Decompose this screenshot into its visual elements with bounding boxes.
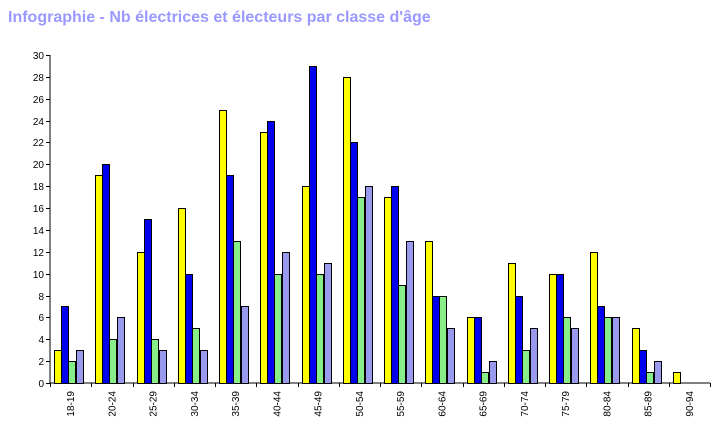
bar-35-39-s1 — [219, 110, 227, 384]
bar-25-29-s3 — [151, 339, 159, 384]
y-tick-label: 26 — [33, 95, 45, 106]
bar-45-49-s1 — [302, 186, 310, 384]
bar-55-59-s2 — [391, 186, 399, 384]
bar-70-74-s1 — [508, 263, 516, 384]
bar-90-94-s1 — [673, 372, 681, 384]
bar-20-24-s1 — [95, 175, 103, 384]
bar-35-39-s4 — [241, 306, 249, 384]
bar-18-19-s2 — [61, 306, 69, 384]
bar-75-79-s2 — [556, 274, 564, 384]
bar-50-54-s3 — [357, 197, 365, 384]
bar-85-89-s1 — [632, 328, 640, 384]
bar-80-84-s1 — [590, 252, 598, 384]
bar-45-49-s2 — [309, 66, 317, 384]
bar-20-24-s2 — [102, 164, 110, 384]
y-tick-label: 0 — [38, 379, 44, 390]
y-tick-label: 6 — [38, 313, 44, 324]
x-tick-label: 70-74 — [520, 391, 531, 417]
bar-45-49-s4 — [324, 263, 332, 384]
chart-title: Infographie - Nb électrices et électeurs… — [8, 9, 431, 26]
bar-18-19-s1 — [54, 350, 62, 384]
y-tick-label: 14 — [33, 226, 45, 237]
x-tick-label: 20-24 — [107, 391, 118, 417]
y-tick-label: 24 — [33, 117, 45, 128]
x-tick-label: 45-49 — [314, 391, 325, 417]
bar-60-64-s3 — [439, 296, 447, 384]
bar-70-74-s2 — [515, 296, 523, 384]
bar-30-34-s4 — [200, 350, 208, 384]
bar-18-19-s4 — [76, 350, 84, 384]
bar-85-89-s2 — [639, 350, 647, 384]
bar-25-29-s2 — [144, 219, 152, 384]
y-tick-label: 8 — [38, 292, 44, 303]
bar-75-79-s4 — [571, 328, 579, 384]
bar-40-44-s1 — [260, 132, 268, 384]
bar-70-74-s3 — [522, 350, 530, 384]
bar-60-64-s2 — [432, 296, 440, 384]
x-tick-label: 65-69 — [479, 391, 490, 417]
bar-35-39-s2 — [226, 175, 234, 384]
y-tick-label: 4 — [38, 335, 44, 346]
x-tick-label: 50-54 — [355, 391, 366, 417]
bar-20-24-s4 — [117, 317, 125, 384]
bar-25-29-s1 — [137, 252, 145, 384]
y-tick-label: 18 — [33, 182, 45, 193]
y-tick-label: 12 — [33, 248, 45, 259]
bar-50-54-s1 — [343, 77, 351, 384]
bar-30-34-s2 — [185, 274, 193, 384]
bar-65-69-s3 — [481, 372, 489, 384]
bar-65-69-s1 — [467, 317, 475, 384]
x-tick-label: 40-44 — [272, 391, 283, 417]
x-tick-label: 85-89 — [644, 391, 655, 417]
y-tick-label: 10 — [33, 270, 45, 281]
y-tick-label: 22 — [33, 138, 45, 149]
y-tick-label: 30 — [33, 51, 45, 62]
x-tick-label: 18-19 — [66, 391, 77, 417]
y-tick-label: 28 — [33, 73, 45, 84]
x-tick-label: 75-79 — [561, 391, 572, 417]
bar-80-84-s3 — [604, 317, 612, 384]
bar-30-34-s1 — [178, 208, 186, 384]
bar-50-54-s4 — [365, 186, 373, 384]
bar-65-69-s4 — [489, 361, 497, 384]
bar-80-84-s4 — [612, 317, 620, 384]
bar-20-24-s3 — [109, 339, 117, 384]
y-tick-label: 16 — [33, 204, 45, 215]
bar-75-79-s1 — [549, 274, 557, 384]
bar-30-34-s3 — [192, 328, 200, 384]
bar-65-69-s2 — [474, 317, 482, 384]
bar-70-74-s4 — [530, 328, 538, 384]
bar-40-44-s2 — [267, 121, 275, 384]
bars — [54, 66, 681, 384]
bar-35-39-s3 — [233, 241, 241, 384]
y-tick-label: 20 — [33, 160, 45, 171]
x-tick-label: 90-94 — [685, 391, 696, 417]
x-tick-label: 80-84 — [602, 391, 613, 417]
bar-55-59-s1 — [384, 197, 392, 384]
bar-40-44-s3 — [274, 274, 282, 384]
x-tick-label: 60-64 — [437, 391, 448, 417]
bar-80-84-s2 — [597, 306, 605, 384]
x-tick-label: 25-29 — [149, 391, 160, 417]
bar-85-89-s4 — [654, 361, 662, 384]
x-tick-label: 30-34 — [190, 391, 201, 417]
bar-55-59-s4 — [406, 241, 414, 384]
bar-18-19-s3 — [68, 361, 76, 384]
bar-45-49-s3 — [316, 274, 324, 384]
y-tick-label: 2 — [38, 357, 44, 368]
x-tick-label: 35-39 — [231, 391, 242, 417]
x-tick-label: 55-59 — [396, 391, 407, 417]
bar-75-79-s3 — [563, 317, 571, 384]
bar-60-64-s1 — [425, 241, 433, 384]
bar-85-89-s3 — [646, 372, 654, 384]
bar-50-54-s2 — [350, 142, 358, 384]
bar-40-44-s4 — [282, 252, 290, 384]
bar-55-59-s3 — [398, 285, 406, 384]
bar-25-29-s4 — [159, 350, 167, 384]
bar-60-64-s4 — [447, 328, 455, 384]
